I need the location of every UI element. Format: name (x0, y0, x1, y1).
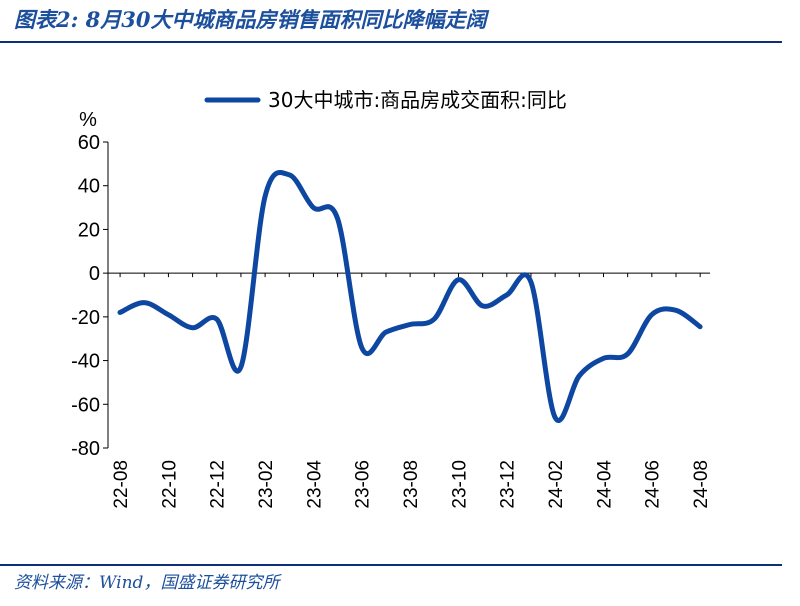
x-tick-label: 23-04 (304, 460, 325, 509)
series-line (117, 169, 703, 423)
x-tick-label: 24-02 (546, 460, 567, 509)
bottom-rule (0, 564, 782, 566)
x-tick-label: 24-06 (643, 460, 664, 509)
y-tick-label: 60 (78, 132, 100, 154)
x-tick-label: 23-08 (401, 460, 422, 509)
figure-title: 图表2: 8月30大中城商品房销售面积同比降幅走阔 (14, 7, 487, 32)
y-tick-label: -60 (71, 394, 100, 416)
y-tick-label: -20 (71, 307, 100, 329)
x-tick-label: 23-10 (449, 460, 470, 509)
y-tick-label: 0 (89, 263, 100, 285)
x-tick-label: 22-10 (159, 460, 180, 509)
y-tick-label: 20 (78, 219, 100, 241)
x-tick-label: 24-08 (691, 460, 712, 509)
x-tick-label: 22-12 (208, 460, 229, 509)
x-tick-label: 24-04 (594, 460, 615, 509)
y-tick-label: -40 (71, 351, 100, 373)
legend-label: 30大中城市:商品房成交面积:同比 (268, 88, 567, 112)
y-tick-label: 40 (78, 176, 100, 198)
chart-legend: 30大中城市:商品房成交面积:同比 (204, 88, 567, 112)
plot-area (117, 169, 703, 423)
source-note: 资料来源：Wind，国盛证券研究所 (14, 573, 280, 593)
x-tick-label: 23-06 (353, 460, 374, 509)
y-axis-unit-label: % (79, 109, 97, 131)
y-tick-label: -80 (71, 438, 100, 460)
x-tick-label: 22-08 (111, 460, 132, 509)
x-tick-label: 23-12 (498, 460, 519, 509)
chart-axes: 60 40 20 0 -20 -40 -60 -80% 22-08 22-10 22-12 23-02… (71, 109, 712, 509)
x-tick-label: 23-02 (256, 460, 277, 509)
top-rule (0, 41, 782, 43)
